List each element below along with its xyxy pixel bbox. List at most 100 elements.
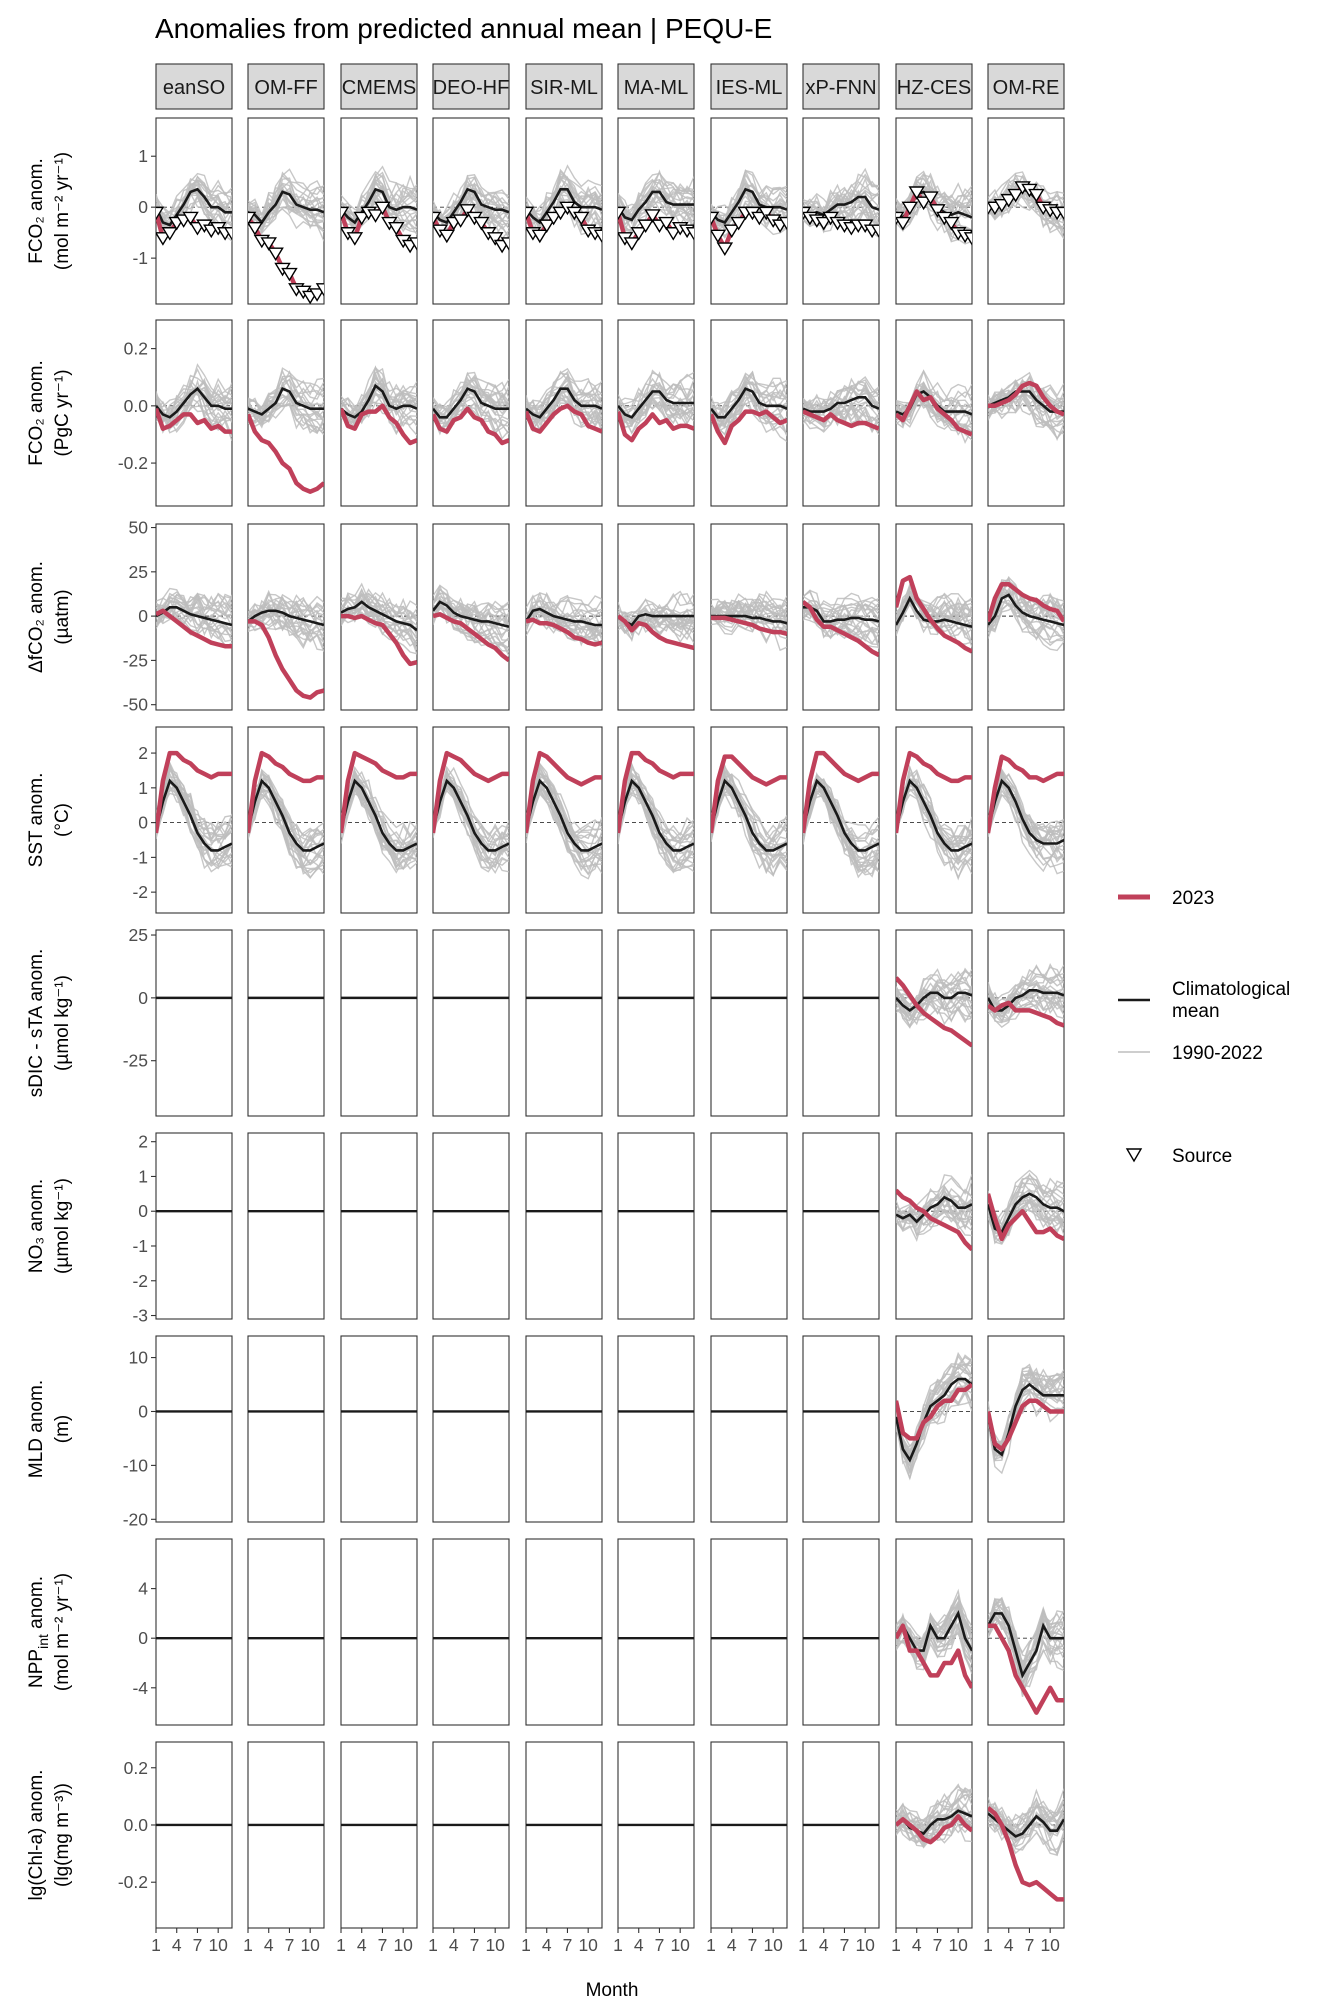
panel-r4-c10	[987, 726, 1065, 914]
panel-content	[988, 371, 1064, 442]
history-trace	[618, 396, 694, 426]
y-axis-title-npp: NPPint anom. (mol m⁻² yr⁻¹)	[26, 1573, 73, 1691]
y-tick-label: -20	[123, 1509, 149, 1529]
line-2023	[988, 1806, 1064, 1902]
x-tick-label: 10	[300, 1935, 320, 1955]
climatology-line	[156, 386, 232, 419]
history-trace	[526, 189, 602, 219]
panel-r2-c4	[432, 319, 510, 507]
strip-background	[340, 63, 418, 110]
source-marker	[1000, 193, 1017, 208]
source-marker	[901, 201, 919, 216]
y-axis-title-line: (°C)	[52, 803, 73, 837]
panel-content	[156, 750, 232, 873]
line-2023	[248, 619, 324, 700]
line-2023	[988, 581, 1064, 623]
y-tick-label: -1	[132, 1236, 148, 1256]
source-marker	[929, 204, 946, 218]
panel-content	[526, 591, 602, 649]
source-marker	[267, 247, 284, 262]
panel-content	[526, 164, 602, 244]
panel-r9-c9	[895, 1741, 973, 1929]
panel-content	[711, 590, 787, 652]
history-trace	[988, 1002, 1064, 1021]
history-trace	[248, 180, 324, 222]
history-trace	[803, 384, 879, 414]
panel-r9-c7	[710, 1741, 788, 1929]
history-trace	[341, 785, 417, 870]
panel-content	[433, 584, 509, 663]
panel-background	[340, 1132, 418, 1320]
history-trace	[711, 765, 787, 849]
panel-r7-c8	[802, 1335, 880, 1523]
x-tick-label: 1	[891, 1935, 901, 1955]
x-tick-label: 1	[243, 1935, 253, 1955]
history-trace	[896, 202, 972, 243]
y-axis-title-chla: lg(Chl-a) anom. (lg(mg m⁻³))	[26, 1770, 73, 1901]
source-marker	[908, 186, 925, 200]
history-trace	[988, 1373, 1064, 1450]
source-marker	[308, 288, 324, 302]
history-trace	[988, 1812, 1064, 1856]
strip-label: eanSO	[163, 77, 225, 99]
strip-label: xP-FNN	[805, 77, 876, 99]
panel-r5-c6	[617, 929, 695, 1117]
panel-r6-c6	[617, 1132, 695, 1320]
history-trace	[803, 589, 879, 622]
line-2023	[988, 1193, 1064, 1242]
panel-background	[432, 1132, 510, 1320]
strip-9: HZ-CES	[895, 63, 973, 110]
history-trace	[988, 590, 1064, 642]
strip-1: eanSO	[155, 63, 233, 110]
y-tick-label: -0.2	[118, 453, 148, 473]
history-trace	[526, 606, 602, 631]
source-marker	[346, 232, 364, 246]
panel-content	[248, 750, 324, 880]
panel-content	[341, 365, 417, 446]
x-axis-col-2: 1 4 7 10	[243, 1928, 320, 1955]
y-axis-title-line: (mol m⁻² yr⁻¹)	[52, 152, 73, 270]
strip-3: CMEMS	[340, 63, 418, 110]
source-marker	[526, 206, 535, 221]
source-marker	[730, 216, 747, 231]
history-trace	[248, 394, 324, 429]
line-2023	[341, 613, 417, 667]
y-axis-title-fco2_pgc: FCO₂ anom. (PgC yr⁻¹)	[26, 360, 73, 466]
climatology-line	[341, 778, 417, 852]
history-trace	[248, 788, 324, 868]
source-marker	[963, 232, 972, 246]
panel-r5-c8	[802, 929, 880, 1117]
y-axis-title-line: (m)	[52, 1415, 73, 1443]
panel-r2-c10	[987, 319, 1065, 507]
panel-content	[248, 367, 324, 494]
legend-label-2023: 2023	[1172, 888, 1214, 909]
strip-background	[895, 63, 973, 110]
strip-label: SIR-ML	[530, 77, 598, 99]
panel-r3-c9	[895, 523, 973, 711]
y-tick-label: 0	[138, 1628, 148, 1648]
panel-r1-c2	[247, 117, 325, 305]
panel-r7-c10	[987, 1335, 1065, 1523]
panel-r1-c4	[432, 117, 510, 305]
y-axis-title-line: ΔfCO₂ anom.	[26, 561, 47, 673]
panel-background	[617, 929, 695, 1117]
history-trace	[711, 168, 787, 217]
x-tick-label: 7	[470, 1935, 480, 1955]
panel-content	[988, 1596, 1064, 1715]
history-trace	[433, 402, 509, 434]
panel-content	[711, 168, 787, 256]
legend-key-source	[1125, 1148, 1143, 1163]
history-trace	[341, 365, 417, 417]
line-2023	[803, 600, 879, 658]
panel-r2-c6	[617, 319, 695, 507]
history-trace	[341, 377, 417, 425]
history-trace	[896, 1193, 972, 1227]
panel-content	[896, 170, 972, 246]
climatology-line	[896, 1610, 972, 1652]
history-trace	[526, 788, 602, 880]
panel-r8-c9	[895, 1538, 973, 1726]
panel-background	[340, 929, 418, 1117]
history-trace	[711, 784, 787, 856]
history-trace	[156, 591, 232, 619]
source-marker	[1055, 206, 1064, 221]
